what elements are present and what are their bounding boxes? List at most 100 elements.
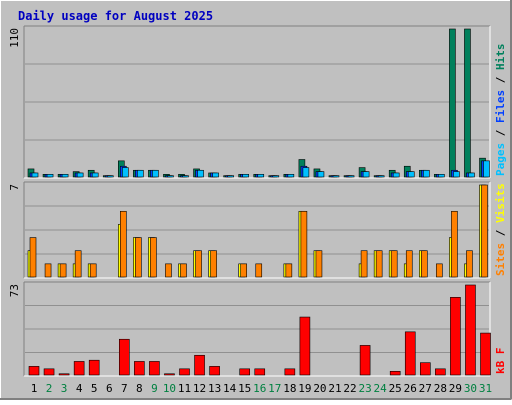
x-tick-label-day-4: 4	[76, 382, 83, 395]
bar-sites-day-4	[74, 250, 82, 278]
x-tick-label-day-5: 5	[91, 382, 98, 395]
bar-kb-f-day-1	[28, 366, 40, 376]
x-tick-label-day-19: 19	[298, 382, 311, 395]
bar-sites-day-23	[360, 250, 368, 278]
bar-sites-day-9	[150, 237, 157, 278]
bar-kb-f-day-30	[465, 284, 476, 376]
bar-sites-day-29	[451, 210, 458, 278]
bar-kb-f-day-13	[209, 366, 220, 376]
legend-label: Sites / Visits	[494, 183, 507, 276]
bar-pages-day-30	[468, 172, 475, 178]
bar-kb-f-day-2	[43, 368, 55, 376]
x-tick-label-day-16: 16	[253, 382, 266, 395]
bar-kb-f-day-5	[88, 359, 100, 376]
x-tick-label-day-31: 31	[479, 382, 492, 395]
max-value-label: 73	[8, 284, 21, 297]
bar-sites-day-30	[466, 250, 473, 278]
bar-pages-day-8	[137, 169, 144, 178]
bar-sites-day-12	[195, 250, 202, 278]
bar-pages-day-7	[122, 167, 129, 178]
x-tick-label-day-17: 17	[268, 382, 281, 395]
legend-label-part: /	[494, 123, 507, 143]
bar-sites-day-15	[240, 263, 247, 278]
bar-sites-day-10	[165, 263, 172, 278]
bar-sites-day-13	[210, 250, 217, 278]
bar-sites-day-18	[285, 263, 293, 278]
x-axis-labels: 1 2 3 4 5 6 7 8 9 10 11 12 13 14 15 16 17 18 19 20 21 22 23 24 2…	[31, 382, 492, 395]
bar-kb-f-day-31	[480, 332, 491, 376]
bar-hits-day-30	[464, 28, 471, 178]
bar-sites-day-1	[29, 237, 37, 278]
bar-kb-f-day-12	[194, 354, 205, 376]
x-tick-label-day-9: 9	[151, 382, 158, 395]
bar-sites-day-25	[390, 250, 398, 278]
x-tick-label-day-27: 27	[419, 382, 432, 395]
bar-sites-day-26	[405, 250, 413, 278]
bar-kb-f-day-8	[134, 361, 145, 376]
bar-pages-day-22	[347, 175, 355, 178]
bar-pages-day-3	[61, 174, 69, 178]
x-tick-label-day-11: 11	[178, 382, 191, 395]
bar-kb-f-day-11	[179, 368, 190, 376]
legend-label-part: /	[494, 223, 507, 243]
bar-sites-day-5	[89, 263, 97, 278]
bar-sites-day-19	[300, 210, 308, 278]
bar-kb-f-day-9	[149, 361, 160, 376]
x-tick-label-day-15: 15	[238, 382, 251, 395]
bar-pages-day-24	[377, 175, 385, 178]
x-tick-label-day-29: 29	[449, 382, 462, 395]
x-tick-label-day-18: 18	[283, 382, 296, 395]
bar-sites-day-28	[436, 263, 443, 278]
bar-sites-day-7	[120, 210, 127, 278]
bar-pages-day-23	[362, 171, 370, 178]
bar-sites-day-11	[180, 263, 187, 278]
x-tick-label-day-30: 30	[464, 382, 477, 395]
bar-pages-day-1	[31, 172, 39, 178]
bar-kb-f-day-23	[359, 345, 371, 376]
legend-label: Pages / Files / Hits	[494, 44, 507, 177]
x-tick-label-day-8: 8	[136, 382, 143, 395]
bar-pages-day-18	[287, 174, 295, 178]
x-tick-label-day-13: 13	[208, 382, 221, 395]
x-tick-label-day-23: 23	[358, 382, 371, 395]
legend-label-part: Files	[494, 90, 507, 123]
legend-label: kB F	[494, 348, 507, 375]
legend-label-part: kB F	[494, 348, 507, 375]
bar-kb-f-day-28	[435, 368, 446, 376]
max-value-label: 110	[8, 28, 21, 48]
x-tick-label-day-1: 1	[31, 382, 38, 395]
x-tick-label-day-2: 2	[46, 382, 53, 395]
bar-pages-day-28	[438, 174, 445, 178]
bar-pages-day-14	[227, 175, 234, 178]
bar-kb-f-day-10	[164, 373, 175, 376]
bar-pages-day-9	[152, 169, 159, 178]
bar-sites-day-2	[44, 263, 52, 278]
bar-kb-f-day-15	[239, 368, 250, 376]
chart-panels: 110 Pages / Files / Hits 7 Sites / Visits 73…	[8, 25, 507, 377]
legend-label-part: Pages	[494, 143, 507, 176]
bar-kb-f-day-25	[389, 371, 401, 376]
bar-pages-day-12	[197, 169, 204, 178]
x-tick-label-day-3: 3	[61, 382, 68, 395]
bar-sites-day-31	[481, 184, 488, 278]
bar-pages-day-10	[167, 175, 174, 178]
bar-kb-f-day-27	[419, 362, 431, 376]
legend-label-part: /	[494, 70, 507, 90]
x-tick-label-day-26: 26	[404, 382, 417, 395]
bar-sites-day-3	[59, 263, 67, 278]
x-tick-label-day-7: 7	[121, 382, 128, 395]
bar-pages-day-5	[91, 172, 99, 178]
x-tick-label-day-10: 10	[163, 382, 176, 395]
x-tick-label-day-24: 24	[374, 382, 388, 395]
bar-sites-day-8	[135, 237, 142, 278]
chart-title: Daily usage for August 2025	[18, 9, 213, 23]
max-value-label: 7	[8, 184, 21, 191]
bar-pages-day-25	[392, 172, 400, 178]
bar-pages-day-2	[46, 174, 54, 178]
x-tick-label-day-12: 12	[193, 382, 206, 395]
x-tick-label-day-20: 20	[313, 382, 326, 395]
bar-pages-day-6	[106, 175, 114, 178]
bar-pages-day-21	[332, 175, 340, 178]
